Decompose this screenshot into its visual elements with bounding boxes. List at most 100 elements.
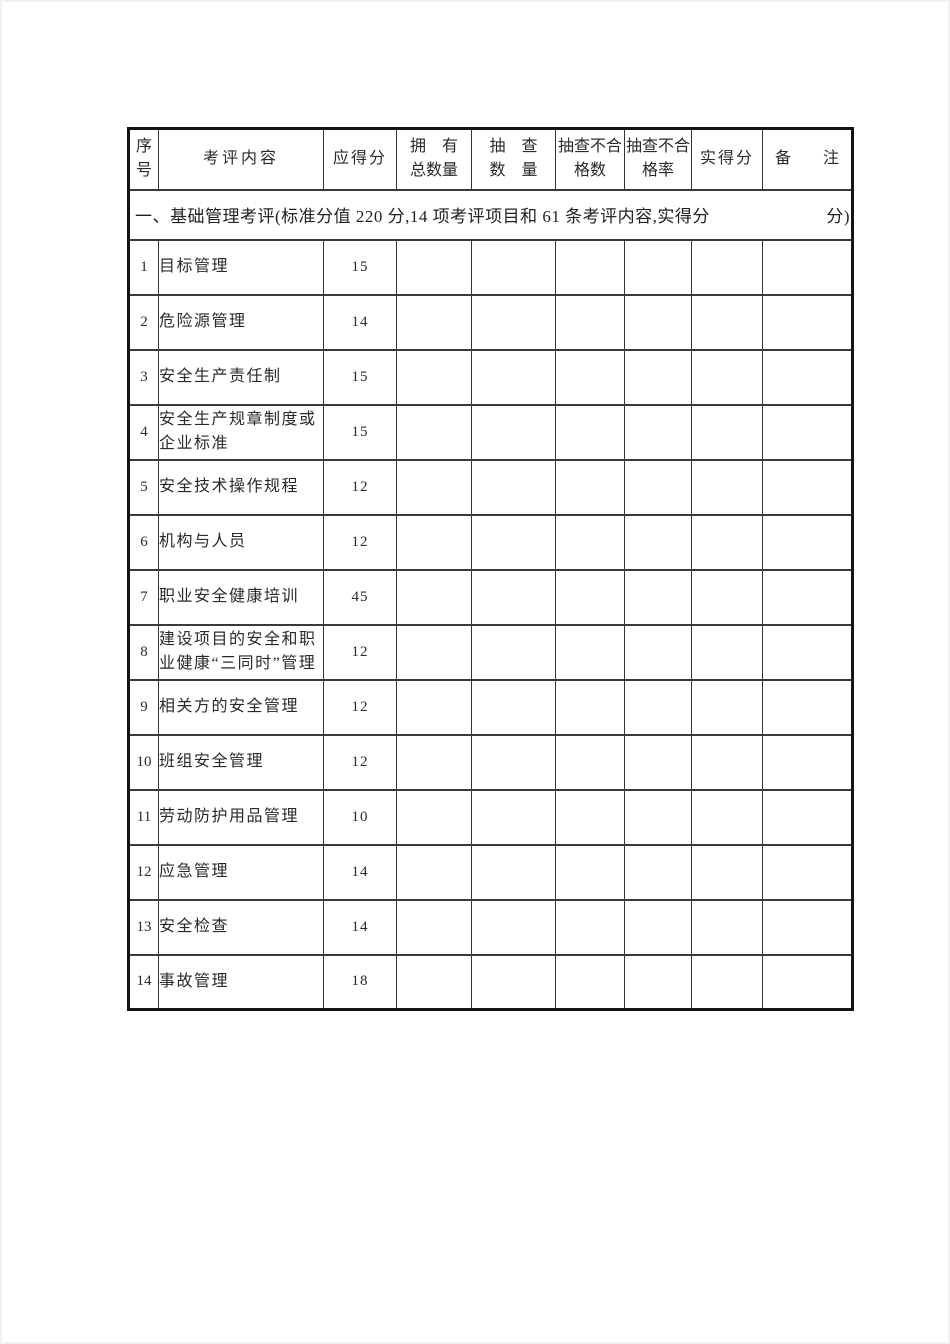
row-number-cell: 3 [128,348,159,406]
evaluation-content-cell: 职业安全健康培训 [158,568,324,626]
sample-quantity-cell [471,458,556,516]
due-score-cell: 14 [323,843,397,901]
remark-cell [762,733,853,791]
remark-cell [762,843,853,901]
table-row: 10 班组安全管理 12 [128,733,853,791]
due-score-cell: 15 [323,238,397,296]
total-quantity-cell [396,513,472,571]
remark-cell [762,458,853,516]
actual-score-cell [691,953,763,1011]
remark-cell [762,568,853,626]
sample-fail-rate-cell [624,843,692,901]
due-score-cell: 12 [323,623,397,681]
evaluation-content-cell: 班组安全管理 [158,733,324,791]
sample-quantity-cell [471,238,556,296]
due-score-cell: 12 [323,733,397,791]
remark-cell [762,238,853,296]
section-score-suffix: 分) [826,207,850,226]
evaluation-content-cell: 安全检查 [158,898,324,956]
sample-fail-rate-cell [624,238,692,296]
sample-quantity-cell [471,953,556,1011]
row-number-cell: 11 [128,788,159,846]
sample-fail-count-cell [555,238,625,296]
sample-quantity-cell [471,348,556,406]
section-title: 一、基础管理考评(标准分值 220 分,14 项考评项目和 61 条考评内容,实… [135,207,710,226]
total-quantity-cell [396,293,472,351]
table-row: 14 事故管理 18 [128,953,853,1011]
row-number-cell: 13 [128,898,159,956]
evaluation-content-cell: 安全生产责任制 [158,348,324,406]
sample-fail-count-cell [555,348,625,406]
remark-cell [762,898,853,956]
table-row: 8 建设项目的安全和职业健康“三同时”管理 12 [128,623,853,681]
header-sample-fail-rate: 抽查不合 格率 [624,127,692,191]
remark-cell [762,788,853,846]
sample-quantity-cell [471,678,556,736]
table-row: 4 安全生产规章制度或企业标准 15 [128,403,853,461]
remark-cell [762,678,853,736]
sample-fail-rate-cell [624,623,692,681]
sample-fail-count-cell [555,843,625,901]
due-score-cell: 15 [323,348,397,406]
header-actual-score: 实得分 [691,127,763,191]
sample-fail-rate-cell [624,788,692,846]
actual-score-cell [691,733,763,791]
total-quantity-cell [396,238,472,296]
actual-score-cell [691,623,763,681]
sample-fail-rate-cell [624,403,692,461]
evaluation-content-cell: 劳动防护用品管理 [158,788,324,846]
section-header-row: 一、基础管理考评(标准分值 220 分,14 项考评项目和 61 条考评内容,实… [128,188,853,241]
evaluation-content-cell: 事故管理 [158,953,324,1011]
table-row: 11 劳动防护用品管理 10 [128,788,853,846]
total-quantity-cell [396,843,472,901]
sample-fail-count-cell [555,403,625,461]
sample-fail-rate-cell [624,898,692,956]
remark-cell [762,403,853,461]
total-quantity-cell [396,678,472,736]
table-row: 5 安全技术操作规程 12 [128,458,853,516]
header-serial-number: 序 号 [128,127,159,191]
row-number-cell: 1 [128,238,159,296]
evaluation-content-cell: 危险源管理 [158,293,324,351]
evaluation-content-cell: 相关方的安全管理 [158,678,324,736]
due-score-cell: 12 [323,678,397,736]
header-sample-fail-count: 抽查不合 格数 [555,127,625,191]
row-number-cell: 8 [128,623,159,681]
table-row: 1 目标管理 15 [128,238,853,296]
sample-fail-count-cell [555,898,625,956]
sample-fail-count-cell [555,788,625,846]
header-remark: 备 注 [762,127,853,191]
due-score-cell: 14 [323,293,397,351]
due-score-cell: 14 [323,898,397,956]
total-quantity-cell [396,733,472,791]
row-number-cell: 2 [128,293,159,351]
sample-quantity-cell [471,843,556,901]
actual-score-cell [691,678,763,736]
evaluation-table: 序 号 考评内容 应得分 拥 有 总数量 抽 查 数 量 抽查不合 格数 [127,127,854,1011]
actual-score-cell [691,843,763,901]
actual-score-cell [691,293,763,351]
header-total-quantity: 拥 有 总数量 [396,127,472,191]
remark-cell [762,293,853,351]
sample-fail-rate-cell [624,733,692,791]
total-quantity-cell [396,458,472,516]
table-row: 12 应急管理 14 [128,843,853,901]
total-quantity-cell [396,568,472,626]
table-header-row: 序 号 考评内容 应得分 拥 有 总数量 抽 查 数 量 抽查不合 格数 [128,127,853,191]
sample-fail-rate-cell [624,293,692,351]
sample-fail-count-cell [555,458,625,516]
table-row: 6 机构与人员 12 [128,513,853,571]
sample-fail-count-cell [555,568,625,626]
actual-score-cell [691,403,763,461]
actual-score-cell [691,458,763,516]
remark-cell [762,623,853,681]
row-number-cell: 7 [128,568,159,626]
table-row: 9 相关方的安全管理 12 [128,678,853,736]
remark-cell [762,953,853,1011]
sample-fail-rate-cell [624,568,692,626]
row-number-cell: 12 [128,843,159,901]
sample-quantity-cell [471,788,556,846]
sample-fail-count-cell [555,733,625,791]
row-number-cell: 9 [128,678,159,736]
total-quantity-cell [396,898,472,956]
